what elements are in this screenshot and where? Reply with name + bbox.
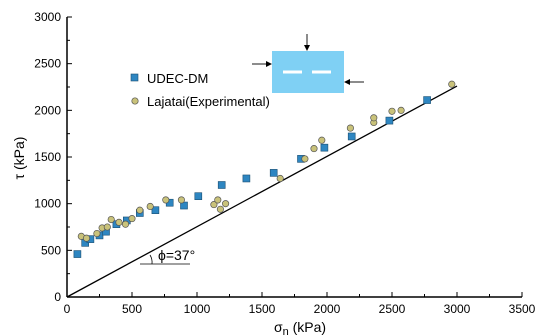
inset-diagram	[252, 34, 364, 93]
data-point-lajatai	[107, 215, 115, 224]
y-tick-label: 1500	[34, 150, 61, 164]
data-point-lajatai	[115, 218, 123, 226]
data-point-lajatai	[121, 220, 130, 228]
data-point-lajatai	[210, 201, 218, 209]
x-tick-label: 500	[122, 302, 142, 316]
x-tick-label: 1000	[184, 302, 211, 316]
data-point-udec	[194, 192, 203, 200]
y-tick-label: 0	[54, 290, 61, 304]
series-lajatai	[77, 80, 456, 242]
data-point-lajatai	[214, 196, 222, 204]
angle-arc	[149, 254, 153, 265]
angle-annotation: ϕ=37°	[140, 247, 195, 265]
data-point-lajatai	[103, 223, 111, 231]
data-point-lajatai	[276, 174, 284, 183]
y-tick-label: 3000	[34, 10, 61, 24]
data-point-udec	[320, 143, 329, 152]
x-tick-label: 2500	[379, 302, 406, 316]
data-point-udec	[73, 250, 82, 258]
tick-labels: 0 500 1000 1500 2000 2500 3000 3500 0 500 1000 1500…	[34, 10, 535, 316]
x-tick-label: 2000	[314, 302, 341, 316]
legend-label-lajatai: Lajatai(Experimental)	[147, 94, 270, 109]
x-tick-label: 1500	[249, 302, 276, 316]
data-point-udec	[347, 132, 356, 141]
data-point-udec	[242, 174, 251, 183]
y-tick-label: 500	[41, 243, 61, 257]
data-point-lajatai	[177, 196, 185, 204]
data-point-lajatai	[128, 215, 136, 223]
left-shear-arrow-icon	[266, 61, 272, 67]
data-point-udec	[217, 181, 226, 189]
legend-marker-udec	[130, 73, 139, 82]
legend-label-udec: UDEC-DM	[147, 71, 208, 86]
ticks	[66, 16, 523, 298]
x-tick-label: 3000	[444, 302, 471, 316]
data-point-lajatai	[388, 107, 396, 115]
legend-marker-lajatai	[131, 97, 139, 105]
y-axis-title: τ (kPa)	[11, 137, 27, 180]
legend: UDEC-DM Lajatai(Experimental)	[130, 71, 270, 109]
data-point-lajatai	[397, 106, 405, 114]
x-tick-label: 3500	[509, 302, 536, 316]
data-point-udec	[423, 96, 431, 104]
angle-label: ϕ=37°	[158, 247, 195, 263]
data-point-lajatai	[370, 114, 378, 122]
data-point-udec	[151, 206, 160, 214]
x-axis-title: σn (kPa)	[274, 319, 326, 336]
specimen-rect	[272, 51, 344, 93]
data-point-lajatai	[310, 145, 318, 153]
data-point-lajatai	[93, 229, 101, 238]
data-point-lajatai	[136, 206, 144, 214]
data-point-lajatai	[162, 196, 170, 204]
y-tick-label: 2500	[34, 57, 61, 71]
data-point-lajatai	[346, 124, 354, 132]
data-point-lajatai	[318, 136, 326, 144]
data-point-lajatai	[448, 80, 456, 88]
data-point-lajatai	[301, 155, 309, 163]
data-point-lajatai	[216, 205, 224, 213]
data-point-lajatai	[82, 234, 91, 242]
y-tick-label: 2000	[34, 103, 61, 117]
y-tick-label: 1000	[34, 197, 61, 211]
right-shear-arrow-icon	[344, 79, 350, 85]
data-point-udec	[385, 116, 394, 125]
series-udec-dm	[73, 96, 431, 258]
data-point-lajatai	[222, 200, 230, 208]
normal-load-arrow-icon	[304, 45, 310, 51]
x-tick-label: 0	[64, 302, 71, 316]
failure-envelope-line	[66, 85, 458, 298]
data-point-udec	[269, 169, 278, 177]
data-point-lajatai	[146, 202, 154, 211]
